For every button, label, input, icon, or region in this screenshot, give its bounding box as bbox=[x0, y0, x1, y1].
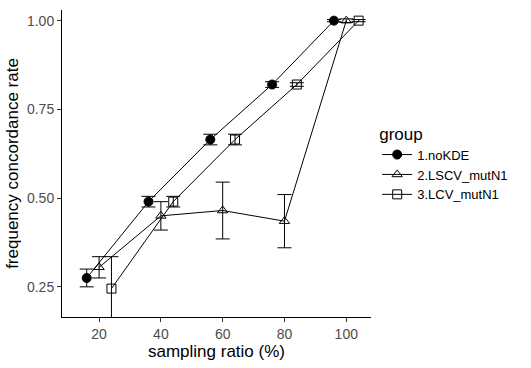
svg-text:3.LCV_mutN1: 3.LCV_mutN1 bbox=[417, 187, 499, 202]
svg-text:60: 60 bbox=[215, 326, 231, 342]
svg-text:0.25: 0.25 bbox=[27, 279, 54, 295]
svg-text:1.00: 1.00 bbox=[27, 13, 54, 29]
svg-text:80: 80 bbox=[277, 326, 293, 342]
svg-text:frequency concordance rate: frequency concordance rate bbox=[3, 58, 22, 269]
svg-text:40: 40 bbox=[153, 326, 169, 342]
svg-text:sampling ratio (%): sampling ratio (%) bbox=[148, 342, 285, 361]
svg-text:20: 20 bbox=[91, 326, 107, 342]
svg-text:group: group bbox=[379, 125, 422, 144]
svg-text:1.noKDE: 1.noKDE bbox=[417, 148, 469, 163]
svg-text:0.75: 0.75 bbox=[27, 101, 54, 117]
svg-text:0.50: 0.50 bbox=[27, 190, 54, 206]
svg-text:100: 100 bbox=[335, 326, 359, 342]
svg-text:2.LSCV_mutN1: 2.LSCV_mutN1 bbox=[417, 168, 507, 183]
